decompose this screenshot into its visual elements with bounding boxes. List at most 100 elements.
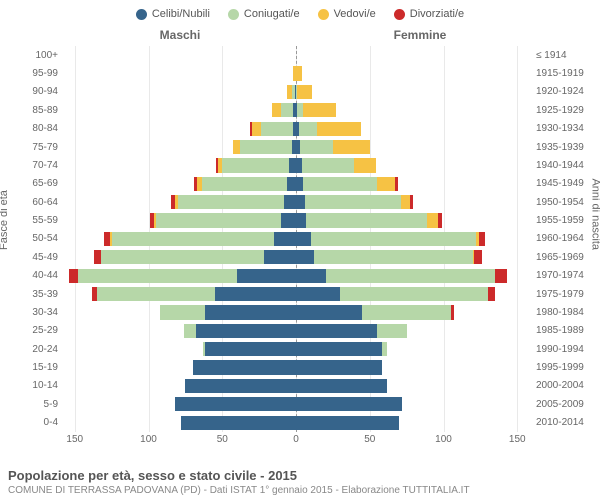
male-bar <box>60 342 296 356</box>
pyramid-row <box>60 285 532 303</box>
legend-label: Divorziati/e <box>410 8 464 20</box>
legend-item: Divorziati/e <box>394 8 464 20</box>
bar-segment <box>97 287 215 301</box>
age-label: 30-34 <box>0 303 58 321</box>
male-bar <box>60 103 296 117</box>
pyramid-row <box>60 101 532 119</box>
legend-item: Coniugati/e <box>228 8 300 20</box>
birth-label: 1935-1939 <box>536 138 600 156</box>
pyramid-row <box>60 64 532 82</box>
age-label: 20-24 <box>0 340 58 358</box>
legend-swatch <box>318 9 329 20</box>
legend-label: Coniugati/e <box>244 8 300 20</box>
bar-segment <box>382 342 388 356</box>
bar-segment <box>296 287 340 301</box>
bar-segment <box>314 250 473 264</box>
bar-segment <box>333 140 370 154</box>
bar-segment <box>252 122 261 136</box>
age-label: 70-74 <box>0 156 58 174</box>
bar-segment <box>69 269 78 283</box>
bar-segment <box>297 85 312 99</box>
bar-segment <box>354 158 376 172</box>
bar-segment <box>296 342 382 356</box>
male-bar <box>60 269 296 283</box>
pyramid-row <box>60 211 532 229</box>
male-bar <box>60 416 296 430</box>
bar-segment <box>184 324 196 338</box>
pyramid-row <box>60 340 532 358</box>
birth-label: 1965-1969 <box>536 248 600 266</box>
bar-segment <box>377 177 395 191</box>
chart-title: Popolazione per età, sesso e stato civil… <box>8 468 592 483</box>
bar-segment <box>284 195 296 209</box>
legend-swatch <box>228 9 239 20</box>
birth-label: 1920-1924 <box>536 83 600 101</box>
female-bar <box>296 85 532 99</box>
x-tick: 150 <box>66 434 83 445</box>
chart-area <box>60 46 532 432</box>
age-label: 5-9 <box>0 395 58 413</box>
bar-segment <box>377 324 407 338</box>
birth-label: 2010-2014 <box>536 414 600 432</box>
age-label: 40-44 <box>0 267 58 285</box>
bar-segment <box>296 379 387 393</box>
bar-segment <box>94 250 101 264</box>
bar-segment <box>156 213 281 227</box>
male-bar <box>60 250 296 264</box>
age-label: 80-84 <box>0 120 58 138</box>
legend: Celibi/Nubili Coniugati/e Vedovi/e Divorzia… <box>0 0 600 24</box>
header-male: Maschi <box>60 28 300 42</box>
bar-segment <box>296 305 362 319</box>
female-bar <box>296 213 532 227</box>
legend-item: Celibi/Nubili <box>136 8 210 20</box>
legend-label: Celibi/Nubili <box>152 8 210 20</box>
bar-segment <box>303 103 335 117</box>
male-bar <box>60 122 296 136</box>
bar-segment <box>296 195 305 209</box>
bar-segment <box>272 103 281 117</box>
bar-segment <box>296 250 314 264</box>
legend-swatch <box>394 9 405 20</box>
age-label: 35-39 <box>0 285 58 303</box>
male-bar <box>60 85 296 99</box>
legend-label: Vedovi/e <box>334 8 376 20</box>
age-label: 25-29 <box>0 322 58 340</box>
bar-segment <box>222 158 288 172</box>
pyramid-row <box>60 303 532 321</box>
bar-segment <box>296 360 382 374</box>
female-bar <box>296 305 532 319</box>
birth-label: 1940-1944 <box>536 156 600 174</box>
bar-segment <box>306 213 427 227</box>
female-bar <box>296 250 532 264</box>
birth-label: ≤ 1914 <box>536 46 600 64</box>
bar-segment <box>264 250 296 264</box>
age-label: 15-19 <box>0 358 58 376</box>
male-bar <box>60 140 296 154</box>
female-bar <box>296 360 532 374</box>
bar-segment <box>178 195 284 209</box>
female-bar <box>296 140 532 154</box>
age-label: 10-14 <box>0 377 58 395</box>
bar-segment <box>302 158 354 172</box>
bar-segment <box>305 195 401 209</box>
bar-segment <box>326 269 496 283</box>
bar-segment <box>281 103 293 117</box>
birth-label: 1990-1994 <box>536 340 600 358</box>
bar-segment <box>495 269 507 283</box>
male-bar <box>60 66 296 80</box>
y-label-left: Fasce di età <box>0 190 10 250</box>
pyramid-row <box>60 120 532 138</box>
age-label: 90-94 <box>0 83 58 101</box>
bar-segment <box>181 416 296 430</box>
male-bar <box>60 397 296 411</box>
bar-segment <box>233 140 240 154</box>
female-bar <box>296 397 532 411</box>
pyramid-row <box>60 267 532 285</box>
bar-segment <box>205 305 296 319</box>
bar-segment <box>438 213 442 227</box>
chart-subtitle: COMUNE DI TERRASSA PADOVANA (PD) - Dati … <box>8 485 592 496</box>
y-label-right: Anni di nascita <box>590 178 600 250</box>
bar-segment <box>196 324 296 338</box>
bar-segment <box>205 342 296 356</box>
bar-segment <box>193 360 296 374</box>
